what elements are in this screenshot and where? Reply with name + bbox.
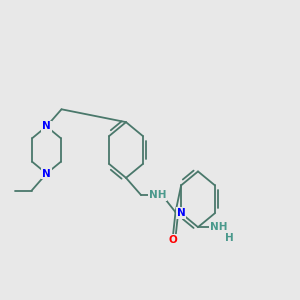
Text: N: N [42, 122, 51, 131]
Text: O: O [168, 235, 177, 245]
Text: NH: NH [210, 222, 228, 232]
Text: N: N [42, 169, 51, 178]
Text: N: N [177, 208, 185, 218]
Text: NH: NH [149, 190, 166, 200]
Text: H: H [225, 233, 234, 243]
